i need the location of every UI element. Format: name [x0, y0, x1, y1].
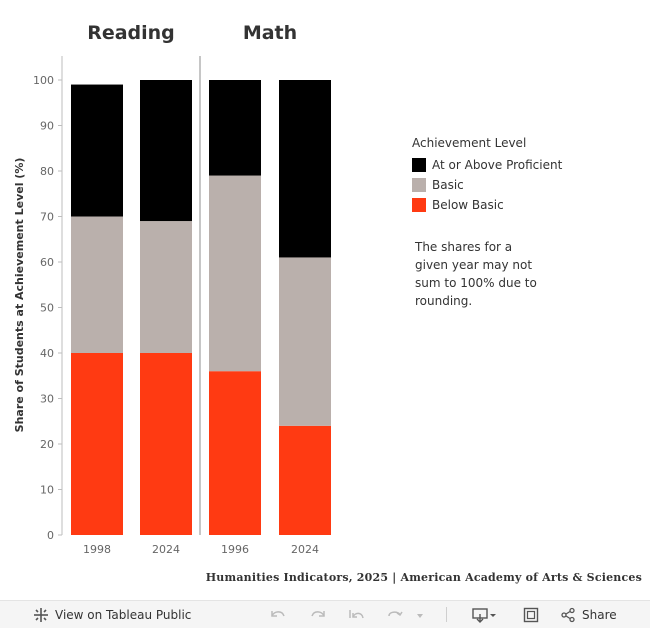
- x-tick-label: 2024: [152, 543, 180, 556]
- bar-segment: [71, 84, 123, 217]
- y-tick-label: 80: [40, 165, 54, 178]
- refresh-icon: [386, 607, 404, 623]
- redo-icon: [309, 607, 327, 623]
- panel-title-reading: Reading: [87, 22, 175, 44]
- legend-label-basic: Basic: [432, 178, 464, 192]
- redo-button[interactable]: [309, 601, 327, 628]
- view-on-tableau-label: View on Tableau Public: [55, 607, 192, 622]
- pause-dropdown-icon: [415, 607, 425, 623]
- pause-dropdown-button[interactable]: [415, 601, 425, 628]
- share-icon: [560, 607, 576, 623]
- share-label: Share: [582, 607, 617, 622]
- undo-button[interactable]: [269, 601, 287, 628]
- tableau-toolbar: View on Tableau Public Share: [0, 600, 650, 628]
- y-tick-label: 40: [40, 347, 54, 360]
- fullscreen-icon: [523, 607, 539, 623]
- legend-swatch-basic: [412, 178, 426, 192]
- bar-segment: [209, 371, 261, 535]
- download-icon: [471, 606, 497, 624]
- legend-item-below-basic[interactable]: Below Basic: [412, 195, 562, 215]
- y-tick-label: 70: [40, 211, 54, 224]
- bar-segment: [71, 353, 123, 535]
- bar-segment: [140, 221, 192, 353]
- bar-segment: [209, 175, 261, 372]
- undo-icon: [269, 607, 287, 623]
- legend-item-proficient[interactable]: At or Above Proficient: [412, 155, 562, 175]
- y-tick-label: 0: [47, 529, 54, 542]
- bar-segment: [140, 80, 192, 222]
- legend-label-proficient: At or Above Proficient: [432, 158, 563, 172]
- download-button[interactable]: [471, 601, 497, 628]
- x-tick-label: 2024: [291, 543, 319, 556]
- legend-label-below-basic: Below Basic: [432, 198, 504, 212]
- revert-button[interactable]: [348, 601, 366, 628]
- chart-plot: 0 10 20 30 40 50 60 70 80 90 100 Share of Students …: [13, 56, 331, 556]
- rounding-note: The shares for a given year may not sum …: [415, 240, 537, 308]
- legend: Achievement Level At or Above Proficient…: [412, 136, 562, 215]
- y-tick-label: 10: [40, 484, 54, 497]
- y-tick-label: 30: [40, 393, 54, 406]
- share-button[interactable]: Share: [560, 601, 617, 628]
- y-tick-label: 50: [40, 302, 54, 315]
- credit-line: Humanities Indicators, 2025 | American A…: [205, 571, 642, 584]
- legend-swatch-below-basic: [412, 198, 426, 212]
- bar-segment: [209, 80, 261, 176]
- x-tick-label: 1996: [221, 543, 249, 556]
- bar-segment: [279, 257, 331, 426]
- y-tick-label: 60: [40, 256, 54, 269]
- legend-title: Achievement Level: [412, 136, 527, 150]
- x-tick-label: 1998: [83, 543, 111, 556]
- y-tick-label: 100: [33, 74, 54, 87]
- refresh-button[interactable]: [386, 601, 404, 628]
- panel-title-math: Math: [242, 22, 298, 44]
- bar-segment: [140, 353, 192, 535]
- bar-segment: [279, 425, 331, 535]
- y-tick-label: 90: [40, 120, 54, 133]
- tableau-logo-icon: [33, 607, 49, 623]
- legend-item-basic[interactable]: Basic: [412, 175, 562, 195]
- revert-icon: [348, 607, 366, 623]
- chart: 0 10 20 30 40 50 60 70 80 90 100 Share of Students …: [13, 22, 562, 556]
- bar-segment: [71, 216, 123, 353]
- view-on-tableau-button[interactable]: View on Tableau Public: [33, 601, 191, 628]
- legend-swatch-proficient: [412, 158, 426, 172]
- bar-segment: [279, 80, 331, 258]
- y-tick-label: 20: [40, 438, 54, 451]
- fullscreen-button[interactable]: [523, 601, 539, 628]
- toolbar-divider: [446, 607, 447, 622]
- y-axis-title: Share of Students at Achievement Level (…: [13, 158, 26, 433]
